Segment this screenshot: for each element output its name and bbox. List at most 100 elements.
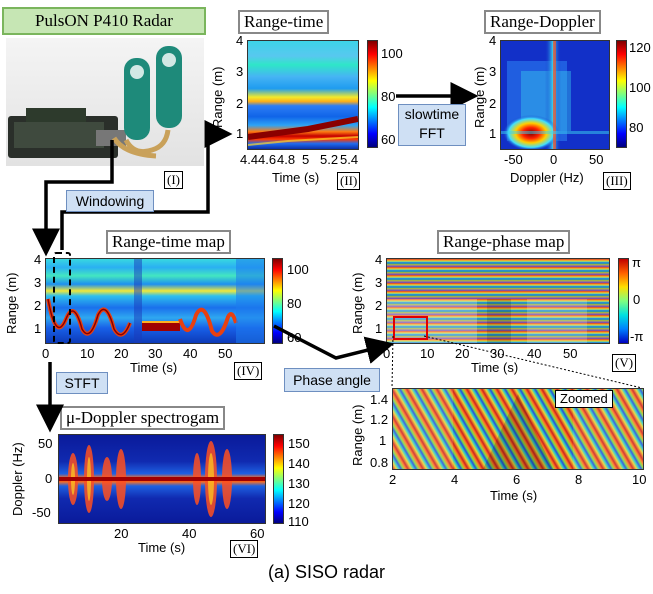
window-marker xyxy=(53,252,71,344)
zoomed-xtick: 6 xyxy=(513,472,521,487)
range-phase-map-xtick: 20 xyxy=(455,346,470,361)
figure-caption: (a) SISO radar xyxy=(267,562,386,582)
range-doppler-ytick: 2 xyxy=(489,96,497,111)
range-phase-map-title: Range-phase map xyxy=(437,230,571,254)
stft-label: STFT xyxy=(56,372,108,394)
arrow-device-to-map xyxy=(32,140,114,257)
spectrogram-ytick: 0 xyxy=(45,471,53,486)
range-doppler-xtick: 0 xyxy=(550,152,558,167)
range-time-ytick: 1 xyxy=(236,126,244,141)
range-time-xtick: 5.2 xyxy=(320,152,339,167)
range-doppler-cbar-tick: 80 xyxy=(629,120,644,135)
zoomed-phase-plot: Zoomed xyxy=(392,388,644,470)
range-phase-map-xtick: 40 xyxy=(527,346,542,361)
range-phase-map-xtick: 10 xyxy=(420,346,435,361)
range-time-ytick: 4 xyxy=(236,33,244,48)
zoomed-xlabel: Time (s) xyxy=(490,488,538,503)
range-time-title: Range-time xyxy=(238,10,330,34)
spectrogram-ytick: -50 xyxy=(32,505,51,520)
windowing-label: Windowing xyxy=(66,190,154,212)
range-phase-map-xtick: 30 xyxy=(490,346,505,361)
range-time-map-xtick: 20 xyxy=(114,346,129,361)
spectrogram-cbar-tick: 150 xyxy=(288,436,310,451)
range-doppler-ytick: 3 xyxy=(489,64,497,79)
range-time-cbar-tick: 100 xyxy=(381,46,403,61)
range-time-map-colorbar xyxy=(272,258,283,344)
range-time-tag: (II) xyxy=(337,172,361,190)
range-time-map-tag: (IV) xyxy=(234,362,263,380)
radar-device-image xyxy=(6,38,204,166)
phase-angle-label: Phase angle xyxy=(284,368,380,392)
range-time-map-cbar-tick: 80 xyxy=(287,296,302,311)
range-time-xtick: 4.8 xyxy=(277,152,296,167)
range-phase-map-plot xyxy=(386,258,610,344)
range-time-colorbar xyxy=(367,40,378,148)
range-phase-map-ytick: 2 xyxy=(375,298,383,313)
spectrogram-xtick: 20 xyxy=(114,526,129,541)
range-time-map-title: Range-time map xyxy=(106,230,231,254)
range-phase-map-colorbar xyxy=(618,258,629,344)
range-phase-map-tag: (V) xyxy=(612,354,637,372)
zoomed-xtick: 8 xyxy=(575,472,583,487)
range-phase-map-xlabel: Time (s) xyxy=(471,360,519,375)
spectrogram-xtick: 60 xyxy=(250,526,265,541)
range-time-plot xyxy=(247,40,359,150)
spectrogram-tag: (VI) xyxy=(230,540,259,558)
range-doppler-cbar-tick: 100 xyxy=(629,80,651,95)
range-time-map-xtick: 0 xyxy=(42,346,50,361)
range-doppler-colorbar xyxy=(616,40,627,148)
zoomed-xtick: 4 xyxy=(451,472,459,487)
range-phase-map-cbar-tick: 0 xyxy=(633,292,641,307)
range-time-map-xtick: 10 xyxy=(80,346,95,361)
range-doppler-ytick: 4 xyxy=(489,33,497,48)
range-doppler-cbar-tick: 120 xyxy=(629,40,651,55)
zoomed-ytick: 1.4 xyxy=(370,392,389,407)
device-tag: (I) xyxy=(164,171,183,189)
zoomed-xtick: 10 xyxy=(632,472,647,487)
range-doppler-plot xyxy=(500,40,610,150)
spectrogram-cbar-tick: 110 xyxy=(288,514,309,529)
slowtime-fft-line1: slowtime xyxy=(404,106,460,122)
range-doppler-xtick: 50 xyxy=(589,152,604,167)
range-time-xtick: 4.6 xyxy=(258,152,277,167)
range-time-map-ytick: 4 xyxy=(34,252,42,267)
range-phase-map-cbar-tick: π xyxy=(632,255,641,270)
device-title: PulsON P410 Radar xyxy=(2,7,206,35)
spectrogram-cbar-tick: 130 xyxy=(288,476,310,491)
slowtime-fft-line2: FFT xyxy=(419,125,445,141)
range-time-xtick: 5.4 xyxy=(340,152,359,167)
range-time-map-xtick: 30 xyxy=(148,346,163,361)
range-time-xtick: 4.4 xyxy=(240,152,259,167)
range-phase-map-xtick: 50 xyxy=(563,346,578,361)
range-phase-map-cbar-tick: -π xyxy=(630,329,644,344)
range-time-map-xtick: 50 xyxy=(218,346,233,361)
range-time-map-xlabel: Time (s) xyxy=(130,360,178,375)
range-doppler-title: Range-Doppler xyxy=(484,10,601,34)
range-time-map-cbar-tick: 100 xyxy=(287,262,309,277)
spectrogram-plot xyxy=(58,434,266,524)
spectrogram-cbar-tick: 140 xyxy=(288,456,310,471)
range-time-map-ytick: 1 xyxy=(34,321,42,336)
range-doppler-ytick: 1 xyxy=(489,126,497,141)
range-phase-map-ytick: 4 xyxy=(375,252,383,267)
zoomed-label: Zoomed xyxy=(555,390,613,408)
zoomed-ytick: 0.8 xyxy=(370,455,389,470)
zoomed-ytick: 1.2 xyxy=(370,412,389,427)
range-doppler-xtick: -50 xyxy=(504,152,523,167)
slowtime-fft-label: slowtime FFT xyxy=(398,104,466,146)
range-doppler-xlabel: Doppler (Hz) xyxy=(510,170,584,185)
range-time-ytick: 3 xyxy=(236,64,244,79)
spectrogram-cbar-tick: 120 xyxy=(288,496,310,511)
arrow-window-to-range-time xyxy=(60,120,233,250)
range-time-ytick: 2 xyxy=(236,96,244,111)
radar-board-illustration xyxy=(8,46,182,159)
range-time-cbar-tick: 60 xyxy=(381,132,396,147)
zoom-region-marker xyxy=(393,316,428,340)
spectrogram-xtick: 40 xyxy=(182,526,197,541)
range-time-cbar-tick: 80 xyxy=(381,89,396,104)
range-time-xlabel: Time (s) xyxy=(272,170,320,185)
spectrogram-xlabel: Time (s) xyxy=(138,540,186,555)
spectrogram-title: μ-Doppler spectrogam xyxy=(60,406,226,430)
range-time-map-plot xyxy=(45,258,265,344)
